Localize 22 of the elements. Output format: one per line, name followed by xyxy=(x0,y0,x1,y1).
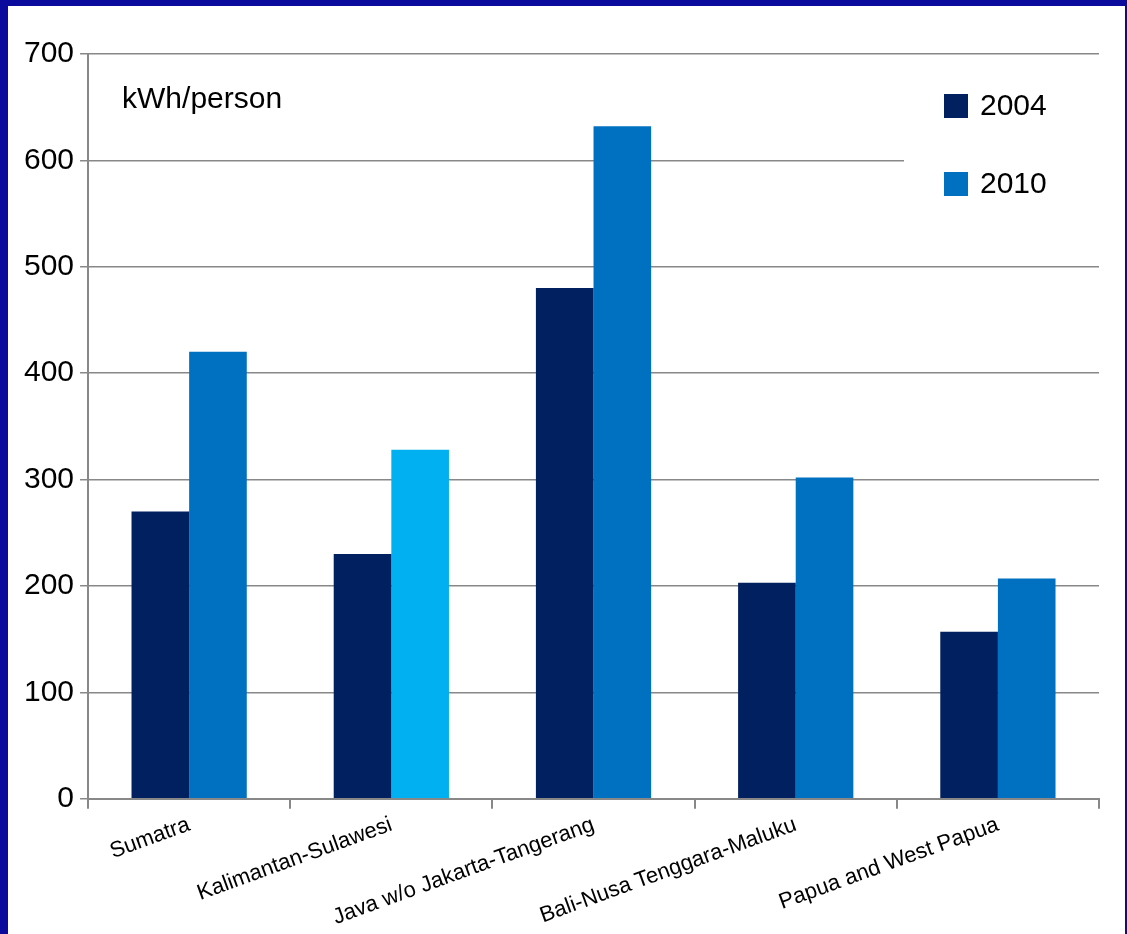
legend-label: 2010 xyxy=(980,166,1047,200)
y-tick-label: 300 xyxy=(23,460,75,494)
y-tick-label: 200 xyxy=(23,567,75,601)
y-tick-label: 0 xyxy=(57,779,75,813)
bar xyxy=(535,288,594,798)
y-tick-label: 600 xyxy=(23,141,75,175)
y-tick-label: 700 xyxy=(23,35,75,69)
bar xyxy=(333,553,392,798)
y-tick-label: 400 xyxy=(23,354,75,388)
x-tick-label: Sumatra xyxy=(106,810,194,863)
legend-label: 2004 xyxy=(980,88,1047,122)
bar xyxy=(738,582,796,798)
bar xyxy=(391,449,449,798)
y-tick-label: 500 xyxy=(23,248,75,282)
y-tick-label: 100 xyxy=(23,673,75,707)
bar xyxy=(131,511,190,798)
y-axis-title: kWh/person xyxy=(122,81,283,115)
bar xyxy=(997,578,1056,798)
bar xyxy=(189,351,247,798)
bar xyxy=(593,126,652,798)
bar xyxy=(940,631,998,798)
bar xyxy=(795,477,854,798)
